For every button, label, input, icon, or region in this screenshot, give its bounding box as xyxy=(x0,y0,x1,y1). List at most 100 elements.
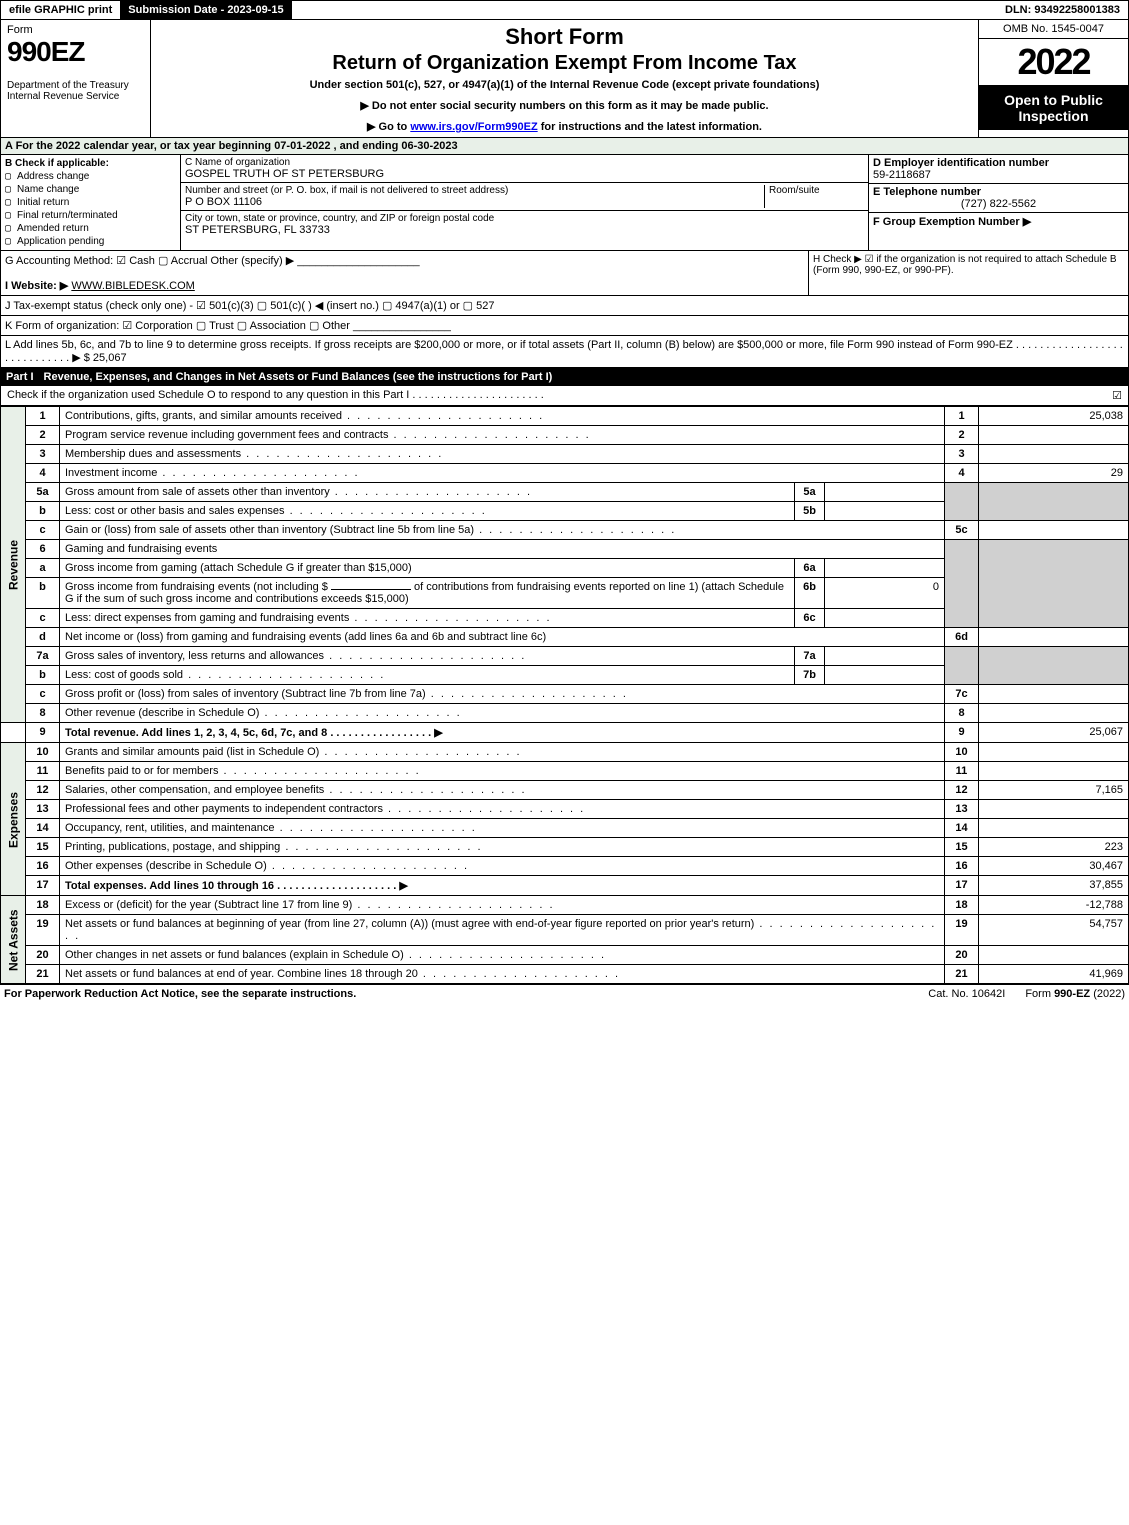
l16-n: 16 xyxy=(26,857,60,876)
l13-n: 13 xyxy=(26,800,60,819)
l20-nc: 20 xyxy=(945,946,979,965)
l7c-nc: 7c xyxy=(945,685,979,704)
row-j-tax-exempt: J Tax-exempt status (check only one) - ☑… xyxy=(0,296,1129,316)
l5a-sl: 5a xyxy=(795,483,825,502)
subrow-phone: E Telephone number (727) 822-5562 xyxy=(869,184,1128,213)
d-label: D Employer identification number xyxy=(873,157,1124,169)
city-label: City or town, state or province, country… xyxy=(185,213,864,224)
l19-nc: 19 xyxy=(945,915,979,946)
l6d-a xyxy=(979,628,1129,647)
col-b-checkboxes: B Check if applicable: Address change Na… xyxy=(1,155,181,250)
l5b-n: b xyxy=(26,502,60,521)
l1-n: 1 xyxy=(26,407,60,426)
l6b-d: Gross income from fundraising events (no… xyxy=(60,578,795,609)
l17-n: 17 xyxy=(26,876,60,896)
l12-n: 12 xyxy=(26,781,60,800)
l1-a: 25,038 xyxy=(979,407,1129,426)
l15-d: Printing, publications, postage, and shi… xyxy=(60,838,945,857)
l4-nc: 4 xyxy=(945,464,979,483)
header-right: OMB No. 1545-0047 2022 Open to Public In… xyxy=(978,20,1128,137)
note-ssn: ▶ Do not enter social security numbers o… xyxy=(157,99,972,112)
l21-nc: 21 xyxy=(945,965,979,984)
opt-final-return[interactable]: Final return/terminated xyxy=(5,210,176,221)
row-i: I Website: ▶ WWW.BIBLEDESK.COM xyxy=(5,279,804,292)
row-g: G Accounting Method: ☑ Cash ▢ Accrual Ot… xyxy=(1,251,808,295)
row-h: H Check ▶ ☑ if the organization is not r… xyxy=(808,251,1128,295)
form-number: 990EZ xyxy=(7,36,144,68)
l16-nc: 16 xyxy=(945,857,979,876)
l10-d: Grants and similar amounts paid (list in… xyxy=(60,743,945,762)
l5a-n: 5a xyxy=(26,483,60,502)
short-form-title: Short Form xyxy=(157,24,972,50)
row-l-gross-receipts: L Add lines 5b, 6c, and 7b to line 9 to … xyxy=(0,336,1129,368)
l5c-d: Gain or (loss) from sale of assets other… xyxy=(60,521,945,540)
opt-initial-return[interactable]: Initial return xyxy=(5,197,176,208)
footer-left: For Paperwork Reduction Act Notice, see … xyxy=(4,988,908,1000)
l17-a: 37,855 xyxy=(979,876,1129,896)
dln-label: DLN: 93492258001383 xyxy=(997,1,1128,19)
l16-a: 30,467 xyxy=(979,857,1129,876)
f-label: F Group Exemption Number ▶ xyxy=(873,215,1124,228)
footer-form: Form 990-EZ (2022) xyxy=(1025,988,1125,1000)
part1-title: Revenue, Expenses, and Changes in Net As… xyxy=(44,371,553,383)
l5a-sv xyxy=(825,483,945,502)
l6a-sl: 6a xyxy=(795,559,825,578)
l8-a xyxy=(979,704,1129,723)
l9-n: 9 xyxy=(26,723,60,743)
ein-val: 59-2118687 xyxy=(873,169,1124,181)
l3-n: 3 xyxy=(26,445,60,464)
l7b-sv xyxy=(825,666,945,685)
header-center: Short Form Return of Organization Exempt… xyxy=(151,20,978,137)
row-k-form-org: K Form of organization: ☑ Corporation ▢ … xyxy=(0,316,1129,336)
l6b-blank xyxy=(331,589,411,590)
addr-val: P O BOX 11106 xyxy=(185,196,764,208)
l12-a: 7,165 xyxy=(979,781,1129,800)
l6c-d: Less: direct expenses from gaming and fu… xyxy=(60,609,795,628)
l13-d: Professional fees and other payments to … xyxy=(60,800,945,819)
l5-grey xyxy=(945,483,979,521)
revenue-side-label: Revenue xyxy=(1,407,26,723)
row-a-tax-year: A For the 2022 calendar year, or tax yea… xyxy=(0,138,1129,155)
l6d-nc: 6d xyxy=(945,628,979,647)
addr-label: Number and street (or P. O. box, if mail… xyxy=(185,185,764,196)
part1-check[interactable]: ☑ xyxy=(1112,389,1122,402)
row-gh: G Accounting Method: ☑ Cash ▢ Accrual Ot… xyxy=(0,251,1129,296)
l7c-n: c xyxy=(26,685,60,704)
department-label: Department of the Treasury Internal Reve… xyxy=(7,80,144,102)
l18-nc: 18 xyxy=(945,896,979,915)
l6d-n: d xyxy=(26,628,60,647)
opt-name-change[interactable]: Name change xyxy=(5,184,176,195)
l19-n: 19 xyxy=(26,915,60,946)
form-header: Form 990EZ Department of the Treasury In… xyxy=(0,20,1129,138)
l13-nc: 13 xyxy=(945,800,979,819)
l7c-a xyxy=(979,685,1129,704)
l6-n: 6 xyxy=(26,540,60,559)
l7b-n: b xyxy=(26,666,60,685)
l5b-d: Less: cost or other basis and sales expe… xyxy=(60,502,795,521)
l20-d: Other changes in net assets or fund bala… xyxy=(60,946,945,965)
opt-address-change[interactable]: Address change xyxy=(5,171,176,182)
l6b-sv: 0 xyxy=(825,578,945,609)
l3-nc: 3 xyxy=(945,445,979,464)
netassets-side-label: Net Assets xyxy=(1,896,26,984)
l7a-d: Gross sales of inventory, less returns a… xyxy=(60,647,795,666)
l6c-n: c xyxy=(26,609,60,628)
l6a-d: Gross income from gaming (attach Schedul… xyxy=(60,559,795,578)
room-label: Room/suite xyxy=(769,185,864,196)
l6c-sl: 6c xyxy=(795,609,825,628)
opt-application-pending[interactable]: Application pending xyxy=(5,236,176,247)
part1-header: Part I Revenue, Expenses, and Changes in… xyxy=(0,368,1129,386)
l7c-d: Gross profit or (loss) from sales of inv… xyxy=(60,685,945,704)
irs-link[interactable]: www.irs.gov/Form990EZ xyxy=(410,121,537,133)
l9-a: 25,067 xyxy=(979,723,1129,743)
col-c-org-info: C Name of organization GOSPEL TRUTH OF S… xyxy=(181,155,868,250)
l2-a xyxy=(979,426,1129,445)
opt-amended-return[interactable]: Amended return xyxy=(5,223,176,234)
l17-d: Total expenses. Add lines 10 through 16 … xyxy=(60,876,945,896)
col-b-head: B Check if applicable: xyxy=(5,158,176,169)
col-d-info: D Employer identification number 59-2118… xyxy=(868,155,1128,250)
l6-grey-amt xyxy=(979,540,1129,628)
l11-nc: 11 xyxy=(945,762,979,781)
l14-n: 14 xyxy=(26,819,60,838)
l21-n: 21 xyxy=(26,965,60,984)
